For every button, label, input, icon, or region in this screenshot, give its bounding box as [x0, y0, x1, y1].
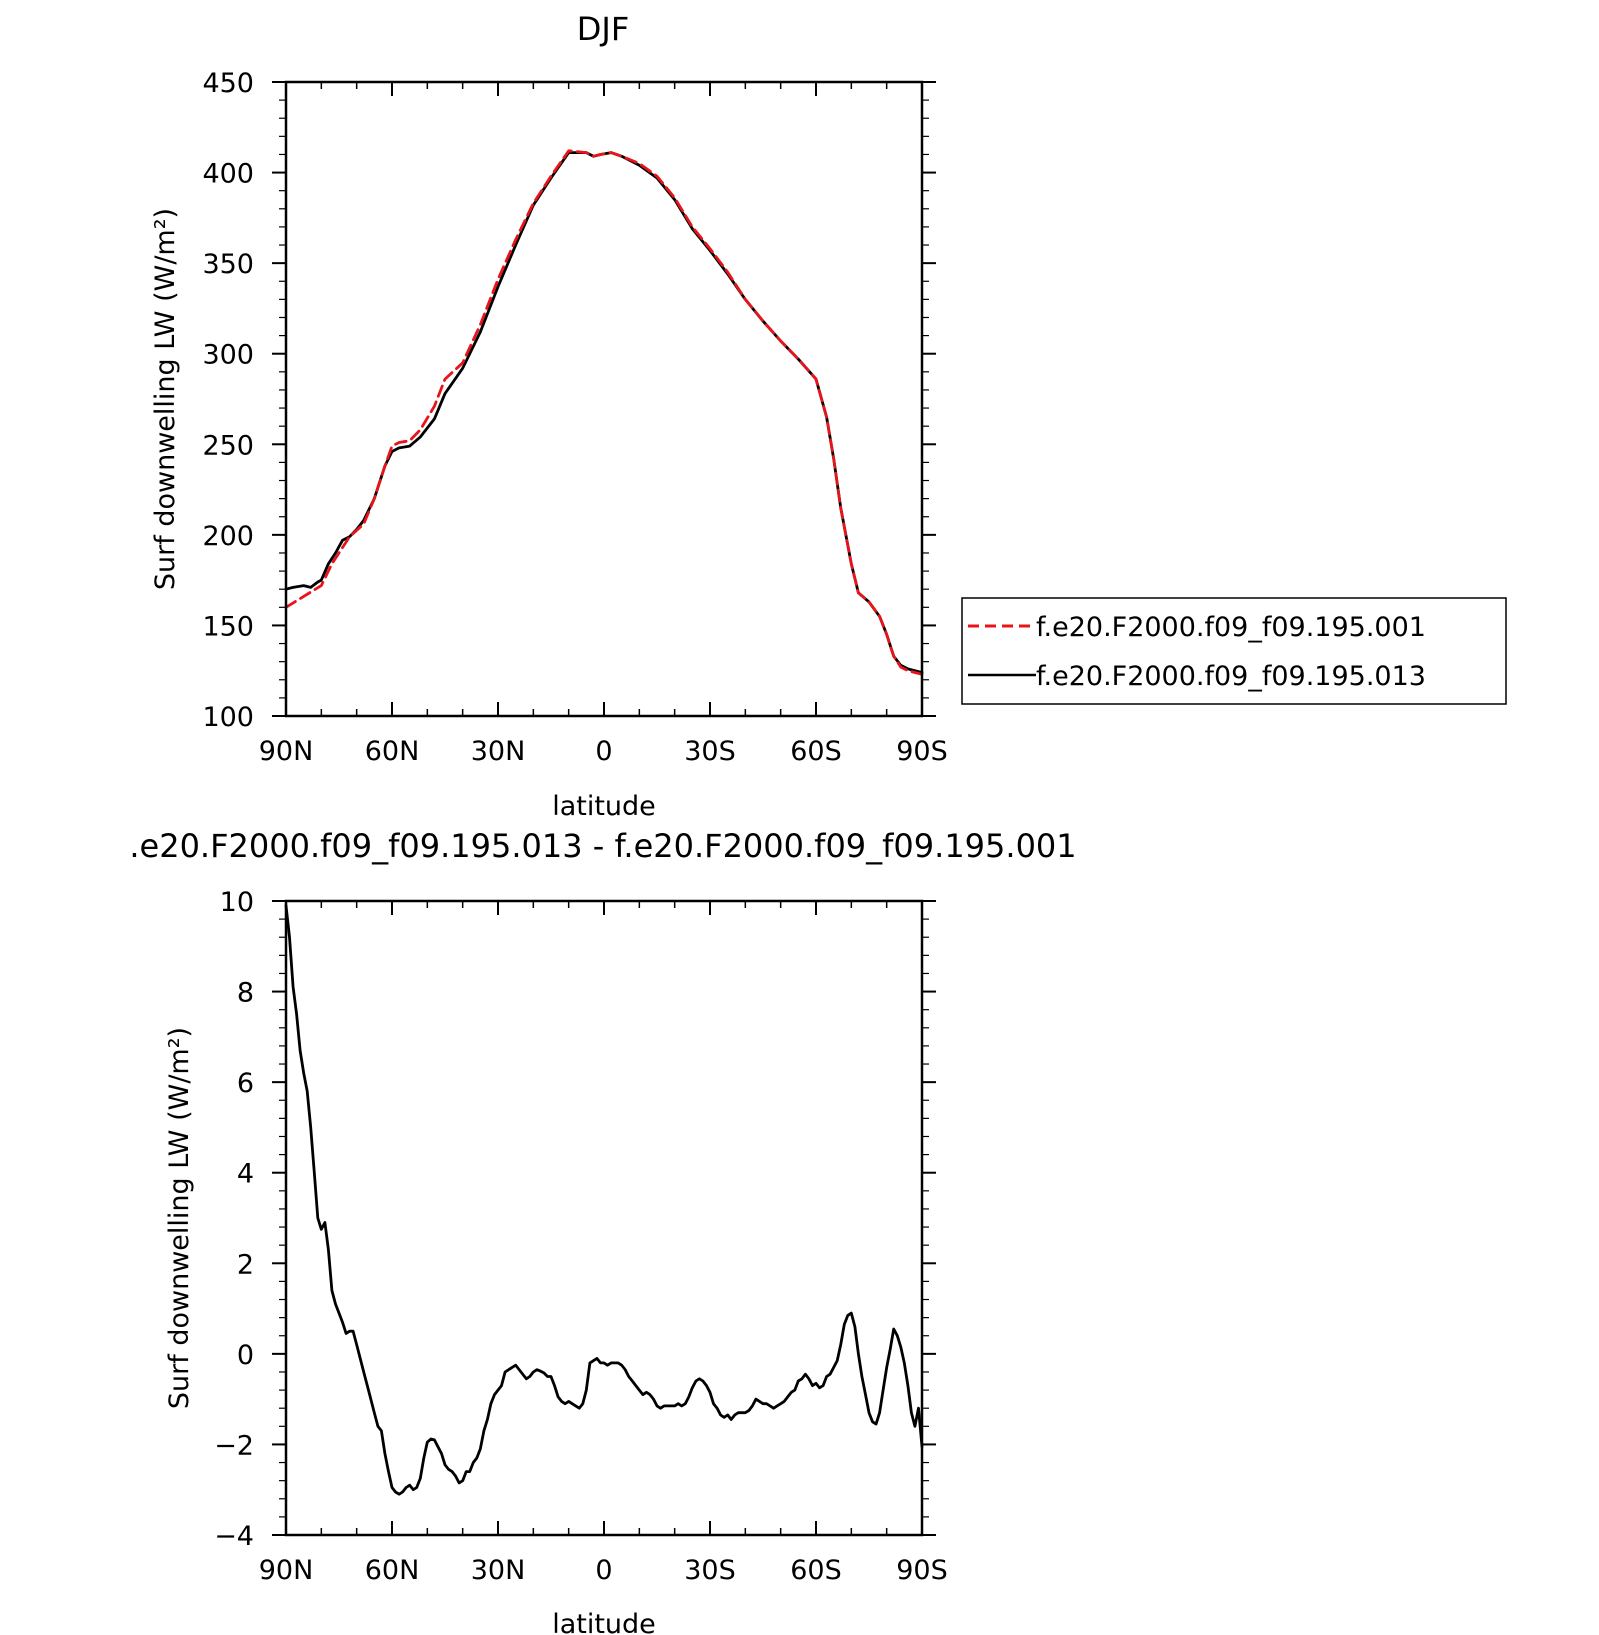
- top-y-axis-title: Surf downwelling LW (W/m²): [150, 208, 181, 590]
- top-chart-title: DJF: [577, 10, 629, 48]
- legend-label-001: f.e20.F2000.f09_f09.195.001: [1036, 612, 1426, 643]
- top-plot-frame: [284, 80, 924, 718]
- bottom-y-tick-label: 6: [237, 1068, 254, 1099]
- bottom-y-tick-label: 4: [237, 1159, 254, 1190]
- top-y-tick-label: 400: [202, 159, 254, 190]
- bottom-panel: .e20.F2000.f09_f09.195.013 - f.e20.F2000…: [129, 827, 1076, 1635]
- bottom-x-tick-label: 90N: [259, 1555, 314, 1586]
- top-y-tick-label: 100: [202, 702, 254, 733]
- top-x-tick-label: 30S: [684, 736, 736, 767]
- bottom-y-axis-title: Surf downwelling LW (W/m²): [164, 1027, 195, 1409]
- legend-box: [961, 597, 1507, 705]
- bottom-ticks-group: 90N 60N 30N 0 30S 60S 90S −4 −2 0 2 4 6 8 10: [214, 887, 948, 1586]
- bottom-x-tick-label: 60N: [365, 1555, 420, 1586]
- bottom-x-axis-title: latitude: [552, 1609, 656, 1635]
- bottom-x-tick-label: 90S: [896, 1555, 948, 1586]
- top-y-tick-label: 150: [202, 611, 254, 642]
- bottom-series-group: [284, 904, 924, 1496]
- top-y-tick-label: 350: [202, 249, 254, 280]
- top-x-tick-label: 0: [595, 736, 612, 767]
- bottom-y-tick-label: −4: [214, 1521, 254, 1552]
- bottom-y-tick-label: 2: [237, 1249, 254, 1280]
- top-series-line-0: [284, 149, 924, 676]
- bottom-y-tick-label: −2: [214, 1430, 254, 1461]
- top-series-line-1: [284, 151, 924, 674]
- top-y-tick-label: 300: [202, 340, 254, 371]
- top-legend: f.e20.F2000.f09_f09.195.001 f.e20.F2000.…: [961, 597, 1507, 705]
- top-y-tick-label: 250: [202, 430, 254, 461]
- top-x-tick-label: 90N: [259, 736, 314, 767]
- top-x-tick-label: 90S: [896, 736, 948, 767]
- bottom-y-tick-label: 10: [220, 887, 254, 918]
- bottom-x-tick-label: 30S: [684, 1555, 736, 1586]
- top-x-tick-label: 60N: [365, 736, 420, 767]
- bottom-x-tick-label: 60S: [790, 1555, 842, 1586]
- bottom-y-tick-label: 8: [237, 978, 254, 1009]
- top-panel: DJF 90N 60N 30N 0 30S 60S 90S 100 150 200 250 300 35…: [150, 10, 1507, 822]
- top-x-tick-label: 30N: [471, 736, 526, 767]
- top-x-axis-title: latitude: [552, 791, 656, 822]
- bottom-chart-title: .e20.F2000.f09_f09.195.013 - f.e20.F2000…: [129, 827, 1076, 865]
- bottom-x-tick-label: 0: [595, 1555, 612, 1586]
- bottom-y-tick-label: 0: [237, 1340, 254, 1371]
- bottom-x-tick-label: 30N: [471, 1555, 526, 1586]
- top-y-tick-label: 450: [202, 68, 254, 99]
- top-x-tick-label: 60S: [790, 736, 842, 767]
- legend-label-013: f.e20.F2000.f09_f09.195.013: [1036, 661, 1426, 692]
- top-ticks-group: 90N 60N 30N 0 30S 60S 90S 100 150 200 250 300 350 400…: [202, 68, 947, 767]
- top-y-tick-label: 200: [202, 521, 254, 552]
- top-series-group: [284, 149, 924, 676]
- bottom-series-line-0: [284, 904, 924, 1496]
